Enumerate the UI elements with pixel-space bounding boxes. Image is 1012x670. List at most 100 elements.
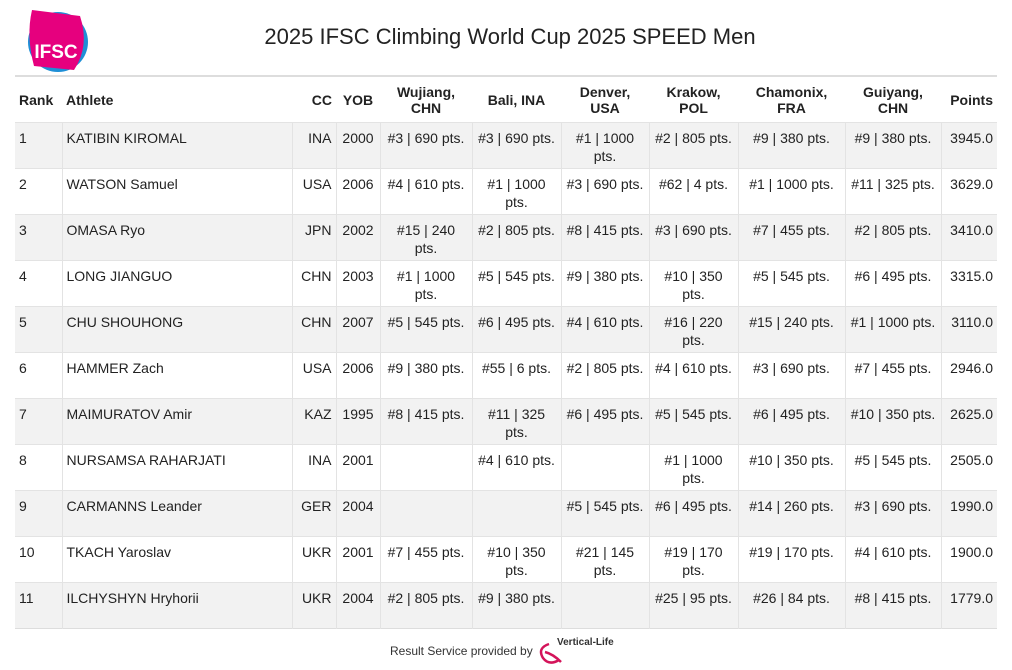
- table-cell: 3945.0: [940, 122, 997, 169]
- table-cell: 3110.0: [940, 306, 997, 353]
- table-cell: #8 | 415 pts.: [379, 398, 472, 445]
- table-cell: 3629.0: [940, 168, 997, 215]
- table-cell: #2 | 805 pts.: [648, 122, 738, 169]
- table-cell: #11 | 325 pts.: [844, 168, 941, 215]
- table-cell: CHU SHOUHONG: [61, 306, 292, 353]
- table-cell: #4 | 610 pts.: [560, 306, 649, 353]
- table-cell: #25 | 95 pts.: [648, 582, 738, 629]
- table-cell: #5 | 545 pts.: [471, 260, 561, 307]
- table-cell: #15 | 240 pts.: [737, 306, 845, 353]
- table-cell: #3 | 690 pts.: [471, 122, 561, 169]
- table-cell: #10 | 350 pts.: [844, 398, 941, 445]
- table-cell: #3 | 690 pts.: [737, 352, 845, 399]
- table-cell: CARMANNS Leander: [61, 490, 292, 537]
- table-cell: #4 | 610 pts.: [471, 444, 561, 491]
- table-cell: #3 | 690 pts.: [648, 214, 738, 261]
- brand-swirl: [539, 642, 562, 664]
- table-cell: WATSON Samuel: [61, 168, 292, 215]
- table-cell: #8 | 415 pts.: [560, 214, 649, 261]
- logo-text: IFSC: [34, 42, 78, 63]
- column-header: Wujiang, CHN: [396, 84, 456, 116]
- table-cell: 2: [19, 176, 27, 192]
- table-cell: #1 | 1000 pts.: [379, 260, 472, 307]
- table-cell: 3: [19, 222, 27, 238]
- table-cell: USA: [291, 352, 336, 399]
- table-cell: INA: [291, 122, 336, 169]
- table-cell: JPN: [291, 214, 336, 261]
- brand-logo: Vertical-Life: [539, 637, 614, 664]
- table-cell: #2 | 805 pts.: [379, 582, 472, 629]
- table-cell: #6 | 495 pts.: [560, 398, 649, 445]
- table-cell: 5: [19, 314, 27, 330]
- table-cell: [379, 490, 472, 537]
- table-cell: INA: [291, 444, 336, 491]
- table-cell: #8 | 415 pts.: [844, 582, 941, 629]
- table-cell: #6 | 495 pts.: [737, 398, 845, 445]
- table-cell: #1 | 1000 pts.: [471, 168, 561, 215]
- table-cell: 2004: [335, 582, 380, 629]
- table-cell: 1: [19, 130, 27, 146]
- table-cell: #6 | 495 pts.: [844, 260, 941, 307]
- table-cell: 1990.0: [940, 490, 997, 537]
- table-cell: 4: [19, 268, 27, 284]
- table-cell: GER: [291, 490, 336, 537]
- table-cell: #4 | 610 pts.: [379, 168, 472, 215]
- table-cell: 8: [19, 452, 27, 468]
- table-cell: HAMMER Zach: [61, 352, 292, 399]
- table-cell: #14 | 260 pts.: [737, 490, 845, 537]
- table-cell: 2000: [335, 122, 380, 169]
- table-row: 11 ILCHYSHYN Hryhorii UKR 2004 #2 | 805 pts.…: [15, 582, 997, 629]
- table-cell: #3 | 690 pts.: [379, 122, 472, 169]
- table-cell: #1 | 1000 pts.: [648, 444, 738, 491]
- table-cell: #9 | 380 pts.: [844, 122, 941, 169]
- title: 2025 IFSC Climbing World Cup 2025 SPEED …: [264, 24, 756, 49]
- table-cell: #15 | 240 pts.: [379, 214, 472, 261]
- column-header: Bali, INA: [487, 92, 546, 108]
- table-row: 7 MAIMURATOV Amir KAZ 1995 #8 | 415 pts. #11 …: [15, 398, 997, 445]
- table-head: Rank Athlete CC YOB Wujiang, CHN Bali, INA Den…: [15, 78, 997, 123]
- table-cell: 9: [19, 498, 27, 514]
- table-cell: #19 | 170 pts.: [737, 536, 845, 583]
- table-cell: #5 | 545 pts.: [648, 398, 738, 445]
- table-cell: LONG JIANGUO: [61, 260, 292, 307]
- table-cell: OMASA Ryo: [61, 214, 292, 261]
- logo-shape: [29, 10, 84, 70]
- table-cell: #19 | 170 pts.: [648, 536, 738, 583]
- table-cell: [471, 490, 561, 537]
- table-row: 4 LONG JIANGUO CHN 2003 #1 | 1000 pts. #5 | 5…: [15, 260, 997, 307]
- table-cell: NURSAMSA RAHARJATI: [61, 444, 292, 491]
- footer-text: Result Service provided by: [390, 644, 533, 658]
- table-cell: #4 | 610 pts.: [648, 352, 738, 399]
- table-row: 1 KATIBIN KIROMAL INA 2000 #3 | 690 pts. #3 |…: [15, 122, 997, 169]
- table-cell: #55 | 6 pts.: [471, 352, 561, 399]
- table-cell: 3410.0: [940, 214, 997, 261]
- column-header: Rank: [19, 92, 54, 108]
- table-cell: 2003: [335, 260, 380, 307]
- table-cell: #10 | 350 pts.: [737, 444, 845, 491]
- column-header: Guiyang, CHN: [863, 84, 923, 116]
- table-cell: #7 | 455 pts.: [379, 536, 472, 583]
- table-cell: 2001: [335, 536, 380, 583]
- table-cell: #10 | 350 pts.: [648, 260, 738, 307]
- table-row: 2 WATSON Samuel USA 2006 #4 | 610 pts. #1 | 1…: [15, 168, 997, 215]
- table-cell: #2 | 805 pts.: [560, 352, 649, 399]
- table-cell: KAZ: [291, 398, 336, 445]
- table-cell: #5 | 545 pts.: [560, 490, 649, 537]
- table-cell: #26 | 84 pts.: [737, 582, 845, 629]
- table-cell: #4 | 610 pts.: [844, 536, 941, 583]
- table-cell: #3 | 690 pts.: [844, 490, 941, 537]
- table-cell: [560, 582, 649, 629]
- table-cell: #2 | 805 pts.: [471, 214, 561, 261]
- table-cell: #6 | 495 pts.: [471, 306, 561, 353]
- table-cell: #21 | 145 pts.: [560, 536, 649, 583]
- table-row: 10 TKACH Yaroslav UKR 2001 #7 | 455 pts. #10 …: [15, 536, 997, 583]
- table-cell: #62 | 4 pts.: [648, 168, 738, 215]
- table-cell: UKR: [291, 582, 336, 629]
- table-cell: #5 | 545 pts.: [844, 444, 941, 491]
- table-cell: #16 | 220 pts.: [648, 306, 738, 353]
- table-cell: 2006: [335, 352, 380, 399]
- table-cell: [560, 444, 649, 491]
- table-cell: #9 | 380 pts.: [379, 352, 472, 399]
- table-row: 6 HAMMER Zach USA 2006 #9 | 380 pts. #55 | 6 …: [15, 352, 997, 399]
